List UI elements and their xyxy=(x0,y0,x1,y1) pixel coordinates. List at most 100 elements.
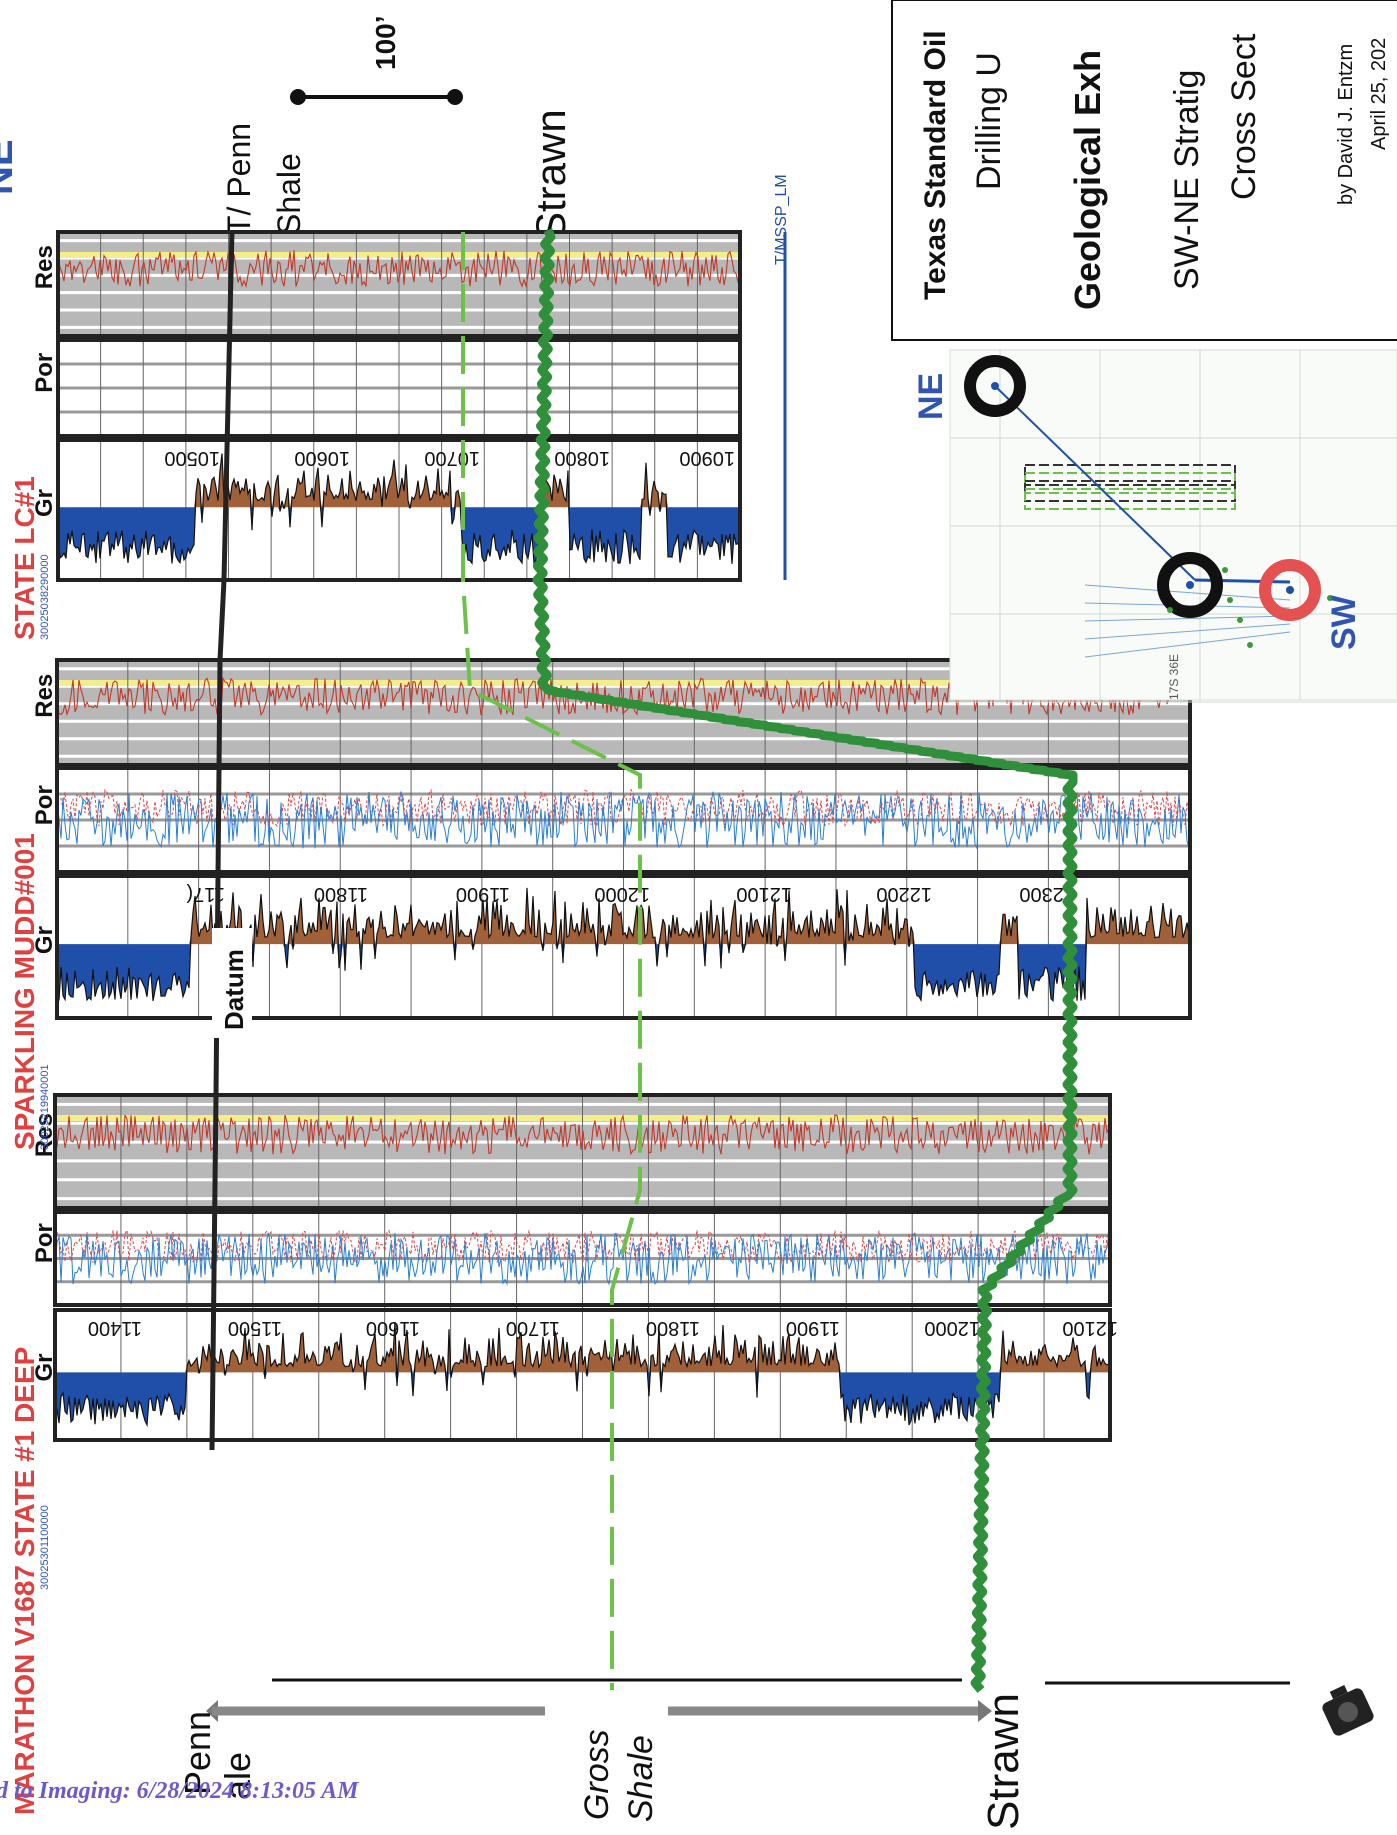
title-date: April 25, 202 xyxy=(1368,38,1390,150)
map-lateral-line xyxy=(1084,615,1291,622)
map-sw-label: SW xyxy=(1325,594,1363,650)
res-track-frame xyxy=(56,230,742,338)
por-curve-blue xyxy=(56,791,1190,849)
por-curve-red xyxy=(56,788,1190,828)
sw-well-ring xyxy=(1259,559,1321,621)
depth-label: 11400 xyxy=(88,1317,142,1339)
depth-label: 11900 xyxy=(456,883,510,905)
well-title-1: STATE LC#1 xyxy=(9,476,40,640)
correlation-layer xyxy=(209,228,1078,1693)
track-label-por: Por xyxy=(31,1223,58,1263)
title-block: Texas Standard Oil Drilling U Geological… xyxy=(891,0,1397,341)
track-label-gr: Gr xyxy=(31,926,58,954)
well-panel-3: Res Por Gr 11400 11500 11600 11700 11800 11900 12… xyxy=(31,1093,1118,1442)
depth-label: 10500 xyxy=(164,447,220,469)
res-curve xyxy=(54,1113,1110,1156)
scale-bar: 100’ xyxy=(290,16,463,105)
well-api-1: 30025038290000 xyxy=(39,554,51,640)
gr-sand-fill xyxy=(55,1372,1110,1425)
datum-label: Datum xyxy=(219,949,249,1030)
gross-shale-correlation-line xyxy=(461,232,642,1690)
track-label-res: Res xyxy=(31,1113,58,1157)
well-api-3: 30025301100000 xyxy=(39,1505,51,1590)
depth-label: 10900 xyxy=(679,447,735,469)
map-well-dot xyxy=(1247,642,1253,648)
gr-curve xyxy=(57,453,741,566)
depth-label: 10600 xyxy=(294,447,350,469)
depth-label: 12200 xyxy=(876,883,932,905)
map-lateral-line xyxy=(1084,623,1291,640)
gr-track-frame xyxy=(53,1308,1112,1442)
depth-label: 117( xyxy=(186,883,225,905)
mid-well-ring xyxy=(1157,552,1223,618)
depth-label: 10700 xyxy=(424,447,480,469)
title-company-1: Texas Standard Oil xyxy=(919,30,952,300)
depth-label: 12100 xyxy=(736,883,792,905)
map-well-dot xyxy=(1227,597,1233,603)
por-curve-blue xyxy=(54,1232,1110,1286)
title-company-2: Drilling U xyxy=(970,52,1008,190)
map-ne-label: NE xyxy=(912,373,950,420)
lease-outline xyxy=(1024,488,1236,510)
camera-icon xyxy=(1322,1685,1374,1736)
por-curve-red xyxy=(54,1228,1110,1264)
track-label-por: Por xyxy=(31,353,58,393)
gr-curve xyxy=(54,1321,1110,1428)
title-exhibit: Geological Exh xyxy=(1067,50,1108,310)
imaging-stamp: d to Imaging: 6/28/2024 8:13:05 AM xyxy=(0,1778,360,1804)
res-track-frame xyxy=(53,1093,1112,1210)
well-title-3: MARATHON V1687 STATE #1 DEEP xyxy=(9,1347,40,1815)
compass-ne-top: NE xyxy=(0,139,21,195)
strawn-top-label: Strawn xyxy=(527,109,574,240)
penn-label-1: Penn xyxy=(177,1711,218,1795)
datum-line xyxy=(209,229,235,1451)
track-label-res: Res xyxy=(31,245,58,289)
depth-label: 12300 xyxy=(1019,883,1075,905)
title-section-1: SW-NE Stratig xyxy=(1168,70,1206,290)
ne-well-ring xyxy=(964,355,1026,417)
gross-label-1: Gross xyxy=(578,1729,616,1820)
res-curve xyxy=(57,249,741,289)
track-label-gr: Gr xyxy=(31,489,58,517)
por-track-frame xyxy=(56,338,742,438)
depth-label: 11900 xyxy=(786,1317,840,1339)
well-api-2: 30025219940001 xyxy=(39,1064,51,1150)
map-line-ne xyxy=(994,385,1196,581)
penn-label-2: ale xyxy=(217,1752,258,1800)
map-lateral-line xyxy=(1084,602,1291,609)
t-penn-shale-label-1: T/ Penn xyxy=(221,123,257,235)
sw-well-dot xyxy=(1286,586,1294,594)
gr-shale-fill xyxy=(57,887,1190,945)
por-track-frame xyxy=(53,1210,1112,1307)
depth-label: 12000 xyxy=(924,1317,980,1339)
map-lateral-line xyxy=(1084,631,1291,658)
title-section-2: Cross Sect xyxy=(1225,33,1263,200)
map-line-sw xyxy=(1194,578,1291,584)
t-penn-shale-label-2: Shale xyxy=(271,153,307,235)
track-label-gr: Gr xyxy=(31,1353,58,1381)
strawn-correlation-line xyxy=(532,228,1078,1693)
track-label-por: Por xyxy=(31,785,58,825)
track-label-res: Res xyxy=(31,674,58,718)
depth-label: 11500 xyxy=(228,1317,282,1339)
map-inset: NE SW 17S 36E xyxy=(912,349,1397,703)
depth-label: 11800 xyxy=(646,1317,700,1339)
depth-label: 11700 xyxy=(506,1317,560,1339)
well-panel-1: Res Por Gr 10500 10600 10700 10800 10900 xyxy=(31,230,742,582)
map-well-dot xyxy=(1327,595,1333,601)
depth-label: 11800 xyxy=(314,883,368,905)
map-well-dot xyxy=(1237,617,1243,623)
gr-shale-fill xyxy=(58,453,740,508)
title-author: by David J. Entzm xyxy=(1335,44,1357,205)
well-title-2: SPARKLING MUDD#001 xyxy=(9,833,40,1150)
depth-label: 12000 xyxy=(594,883,650,905)
well-panel-2: Res Por Gr 117( 11800 11900 12000 12100 12200 123… xyxy=(31,658,1192,1020)
depth-label: 12100 xyxy=(1062,1317,1118,1339)
gross-label-2: Shale xyxy=(622,1735,660,1822)
scale-label: 100’ xyxy=(370,16,401,71)
tmssp-label: T/MSSP_LM xyxy=(773,174,790,265)
map-well-dot xyxy=(1222,567,1228,573)
map-township-label: 17S 36E xyxy=(1167,654,1181,700)
